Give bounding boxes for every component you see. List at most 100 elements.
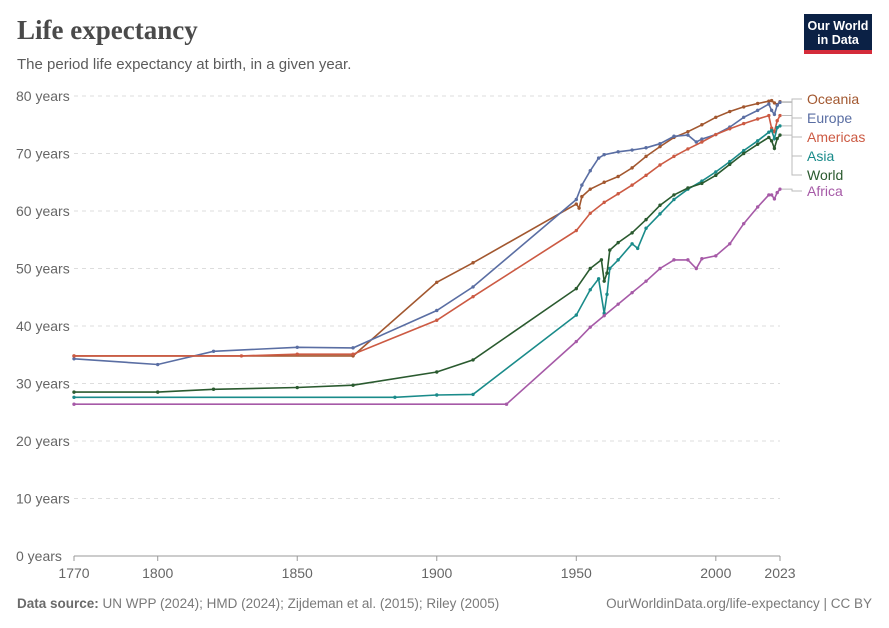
data-point-europe xyxy=(775,103,779,107)
data-point-asia xyxy=(616,258,620,262)
data-point-world xyxy=(658,203,662,207)
data-point-europe xyxy=(435,308,439,313)
data-point-oceania xyxy=(602,180,606,184)
data-point-world xyxy=(599,258,604,262)
source-label: Data source: xyxy=(17,596,99,611)
data-point-africa xyxy=(775,190,779,195)
data-point-africa xyxy=(694,266,698,271)
legend-label-americas: Americas xyxy=(807,129,865,145)
data-point-oceania xyxy=(686,129,690,134)
data-point-world xyxy=(778,133,782,137)
legend-label-world: World xyxy=(807,167,843,183)
data-point-africa xyxy=(602,313,606,318)
data-point-world xyxy=(608,248,612,252)
data-point-americas xyxy=(700,140,704,144)
data-point-europe xyxy=(700,137,704,141)
data-point-europe xyxy=(644,146,648,150)
legend-label-europe: Europe xyxy=(807,110,852,126)
data-point-africa xyxy=(714,254,718,258)
data-point-asia xyxy=(742,148,746,153)
data-point-americas xyxy=(778,113,782,118)
y-tick-label: 10 years xyxy=(16,491,70,507)
data-point-world xyxy=(728,162,732,167)
data-point-oceania xyxy=(574,202,578,206)
data-point-oceania xyxy=(577,206,581,210)
data-point-europe xyxy=(686,133,690,137)
data-point-world xyxy=(769,139,774,143)
y-tick-label: 20 years xyxy=(16,433,70,449)
data-point-europe xyxy=(778,100,782,105)
data-point-asia xyxy=(435,393,439,397)
data-point-americas xyxy=(630,183,634,187)
data-point-asia xyxy=(728,159,732,164)
data-point-oceania xyxy=(658,144,662,149)
data-point-americas xyxy=(686,147,690,151)
data-point-americas xyxy=(728,127,732,131)
y-tick-label: 40 years xyxy=(16,318,70,334)
y-tick-label: 0 years xyxy=(16,548,62,564)
legend-connector xyxy=(782,134,802,176)
data-point-africa xyxy=(767,193,771,197)
data-point-americas xyxy=(714,132,718,137)
footer-link[interactable]: OurWorldinData.org/life-expectancy | CC … xyxy=(606,596,872,611)
data-point-europe xyxy=(767,102,771,106)
data-point-americas xyxy=(239,354,244,358)
data-point-europe xyxy=(574,197,578,202)
data-point-africa xyxy=(588,325,592,329)
data-point-europe xyxy=(351,346,355,350)
data-point-europe xyxy=(755,108,760,113)
data-point-world xyxy=(435,370,439,374)
data-point-asia xyxy=(574,313,578,317)
chart-subtitle: The period life expectancy at birth, in … xyxy=(17,56,352,73)
data-point-africa xyxy=(686,258,690,262)
data-point-world xyxy=(295,385,299,390)
x-tick-label: 1800 xyxy=(142,565,173,581)
data-point-africa xyxy=(644,279,648,283)
y-tick-label: 70 years xyxy=(16,146,70,162)
data-point-americas xyxy=(767,113,771,118)
data-point-africa xyxy=(574,339,578,344)
data-point-europe xyxy=(694,140,698,144)
data-point-world xyxy=(588,266,592,271)
legend-label-asia: Asia xyxy=(807,148,834,164)
data-point-asia xyxy=(769,128,774,133)
data-point-world xyxy=(602,279,606,283)
owid-logo[interactable]: Our World in Data xyxy=(804,14,872,54)
data-point-asia xyxy=(775,125,779,130)
data-point-americas xyxy=(72,354,76,358)
data-point-asia xyxy=(714,170,718,174)
data-point-oceania xyxy=(742,105,746,109)
data-point-europe xyxy=(630,148,634,152)
data-point-americas xyxy=(602,200,606,205)
series-line-americas xyxy=(74,114,781,357)
data-point-europe xyxy=(471,285,475,289)
x-tick-label: 1900 xyxy=(421,565,452,581)
logo-line-2: in Data xyxy=(817,33,859,47)
data-point-europe xyxy=(156,362,160,367)
data-point-oceania xyxy=(700,123,704,127)
data-point-world xyxy=(616,240,620,245)
data-point-oceania xyxy=(772,101,777,105)
data-point-world xyxy=(644,217,648,222)
data-point-americas xyxy=(672,154,676,159)
data-point-world xyxy=(767,135,771,140)
x-tick-label: 1770 xyxy=(58,565,89,581)
data-point-asia xyxy=(672,197,676,202)
data-point-africa xyxy=(658,266,662,271)
data-point-africa xyxy=(630,290,634,295)
data-point-asia xyxy=(596,277,601,281)
data-point-europe xyxy=(672,134,676,138)
data-point-asia xyxy=(778,124,782,128)
data-point-asia xyxy=(393,395,397,399)
data-point-asia xyxy=(72,395,76,399)
data-point-oceania xyxy=(769,98,774,103)
data-point-europe xyxy=(772,112,777,117)
data-point-oceania xyxy=(630,166,634,170)
data-point-americas xyxy=(644,173,648,178)
data-point-europe xyxy=(211,349,216,353)
x-tick-label: 1950 xyxy=(561,565,592,581)
data-point-americas xyxy=(775,119,779,123)
data-point-world xyxy=(72,390,76,394)
data-point-asia xyxy=(630,242,634,246)
data-point-africa xyxy=(72,402,76,406)
